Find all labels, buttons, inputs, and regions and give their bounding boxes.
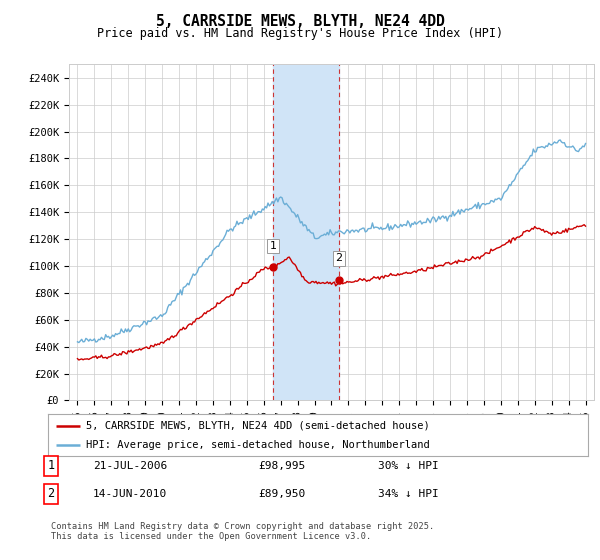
Text: 30% ↓ HPI: 30% ↓ HPI xyxy=(378,461,439,471)
Text: 5, CARRSIDE MEWS, BLYTH, NE24 4DD (semi-detached house): 5, CARRSIDE MEWS, BLYTH, NE24 4DD (semi-… xyxy=(86,421,430,431)
Text: 14-JUN-2010: 14-JUN-2010 xyxy=(93,489,167,499)
Bar xyxy=(273,64,339,400)
Text: Contains HM Land Registry data © Crown copyright and database right 2025.
This d: Contains HM Land Registry data © Crown c… xyxy=(51,522,434,542)
Text: 2: 2 xyxy=(335,253,343,263)
Text: 5, CARRSIDE MEWS, BLYTH, NE24 4DD: 5, CARRSIDE MEWS, BLYTH, NE24 4DD xyxy=(155,14,445,29)
Text: £98,995: £98,995 xyxy=(258,461,305,471)
Text: 21-JUL-2006: 21-JUL-2006 xyxy=(93,461,167,471)
Text: Price paid vs. HM Land Registry's House Price Index (HPI): Price paid vs. HM Land Registry's House … xyxy=(97,27,503,40)
Text: 1: 1 xyxy=(47,459,55,473)
Text: 1: 1 xyxy=(269,241,277,251)
Text: 34% ↓ HPI: 34% ↓ HPI xyxy=(378,489,439,499)
Text: £89,950: £89,950 xyxy=(258,489,305,499)
Text: HPI: Average price, semi-detached house, Northumberland: HPI: Average price, semi-detached house,… xyxy=(86,440,430,450)
Text: 2: 2 xyxy=(47,487,55,501)
